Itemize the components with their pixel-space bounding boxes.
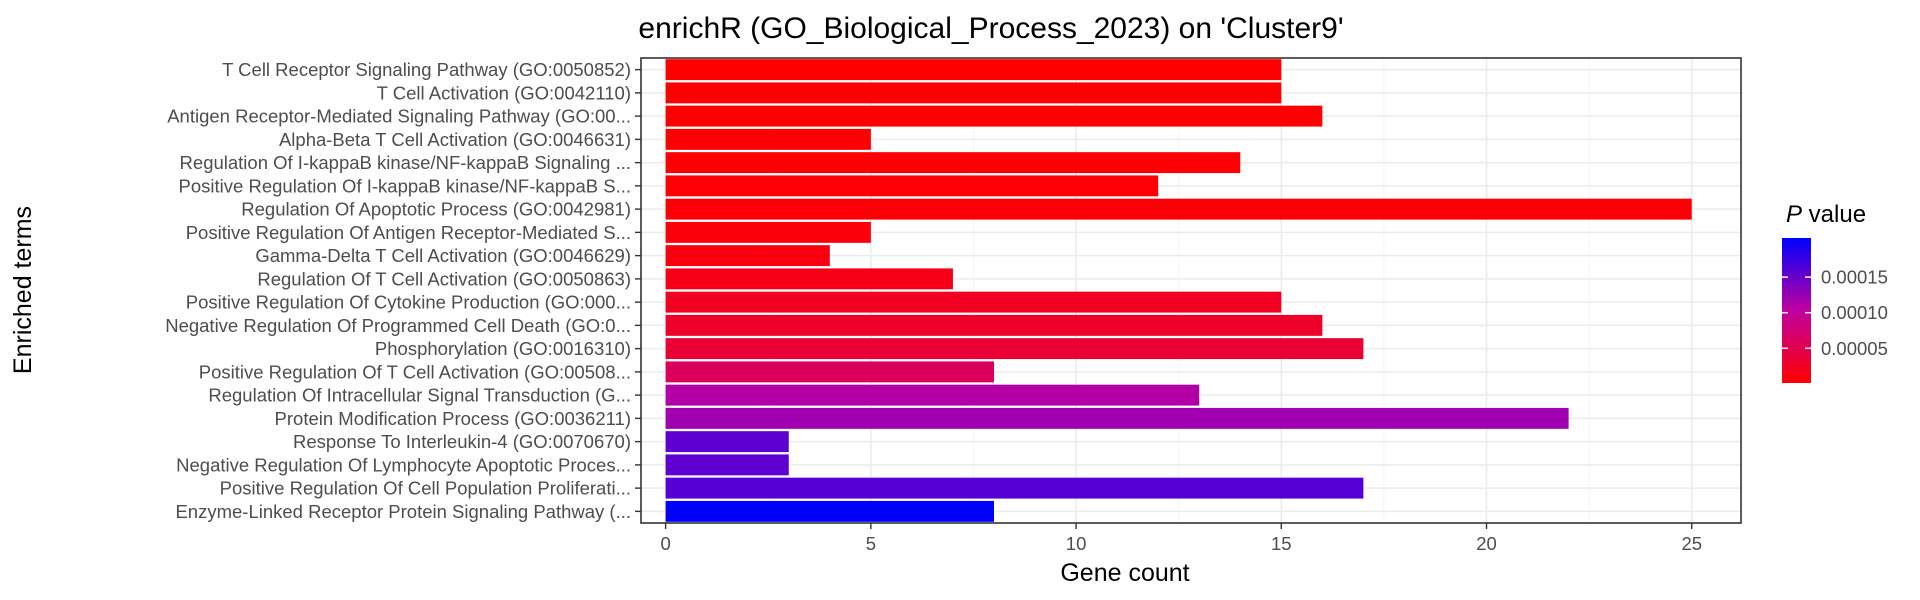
term-label: Regulation Of I-kappaB kinase/NF-kappaB … bbox=[180, 152, 631, 173]
bar bbox=[665, 314, 1323, 336]
term-label: Regulation Of Intracellular Signal Trans… bbox=[208, 385, 631, 406]
term-label: Alpha-Beta T Cell Activation (GO:0046631… bbox=[279, 129, 631, 150]
term-label: Positive Regulation Of T Cell Activation… bbox=[199, 361, 631, 382]
bar bbox=[665, 59, 1282, 81]
legend: P value 0.00005 0.00010 0.00015 bbox=[1782, 201, 1888, 383]
term-label: Positive Regulation Of I-kappaB kinase/N… bbox=[179, 175, 631, 196]
legend-tick-label: 0.00010 bbox=[1821, 302, 1888, 323]
term-label: T Cell Receptor Signaling Pathway (GO:00… bbox=[222, 59, 631, 80]
x-tick-label: 20 bbox=[1476, 533, 1497, 554]
term-label: Response To Interleukin-4 (GO:0070670) bbox=[293, 431, 631, 452]
x-tick-label: 0 bbox=[660, 533, 670, 554]
term-label: T Cell Activation (GO:0042110) bbox=[377, 82, 631, 103]
term-label: Regulation Of T Cell Activation (GO:0050… bbox=[257, 268, 631, 289]
bar bbox=[665, 128, 871, 150]
x-tick-label: 10 bbox=[1066, 533, 1087, 554]
y-axis-title: Enriched terms bbox=[9, 206, 37, 374]
term-label: Positive Regulation Of Antigen Receptor-… bbox=[186, 222, 631, 243]
legend-tick-label: 0.00005 bbox=[1821, 338, 1888, 359]
term-label: Enzyme-Linked Receptor Protein Signaling… bbox=[175, 501, 631, 522]
legend-ticks: 0.00005 0.00010 0.00015 bbox=[1782, 267, 1888, 359]
bar bbox=[665, 454, 789, 476]
legend-title-italic: P bbox=[1786, 201, 1802, 228]
legend-title: P value bbox=[1786, 201, 1866, 228]
bar bbox=[665, 407, 1569, 429]
y-axis-labels: T Cell Receptor Signaling Pathway (GO:00… bbox=[165, 59, 641, 522]
legend-colorbar bbox=[1782, 238, 1811, 383]
bar bbox=[665, 82, 1282, 104]
grid-lines bbox=[641, 58, 1741, 523]
term-label: Positive Regulation Of Cell Population P… bbox=[220, 478, 631, 499]
bar bbox=[665, 198, 1692, 220]
legend-title-rest: value bbox=[1802, 201, 1866, 228]
x-tick-label: 5 bbox=[866, 533, 876, 554]
x-axis-ticks: 0 5 10 15 20 25 bbox=[660, 523, 1702, 554]
bar bbox=[665, 500, 994, 522]
chart-title: enrichR (GO_Biological_Process_2023) on … bbox=[638, 12, 1343, 45]
bar bbox=[665, 175, 1159, 197]
bar bbox=[665, 245, 830, 267]
term-label: Negative Regulation Of Programmed Cell D… bbox=[165, 315, 631, 336]
bar bbox=[665, 268, 953, 290]
term-label: Negative Regulation Of Lymphocyte Apopto… bbox=[176, 454, 631, 475]
bars bbox=[665, 59, 1692, 522]
x-tick-label: 25 bbox=[1681, 533, 1702, 554]
term-label: Protein Modification Process (GO:0036211… bbox=[275, 408, 631, 429]
bar bbox=[665, 291, 1282, 313]
bar bbox=[665, 431, 789, 453]
term-label: Positive Regulation Of Cytokine Producti… bbox=[186, 292, 631, 313]
term-label: Gamma-Delta T Cell Activation (GO:004662… bbox=[255, 245, 631, 266]
x-axis-title: Gene count bbox=[1060, 559, 1189, 587]
term-label: Regulation Of Apoptotic Process (GO:0042… bbox=[241, 199, 631, 220]
bar bbox=[665, 384, 1200, 406]
bar bbox=[665, 477, 1364, 499]
bar bbox=[665, 338, 1364, 360]
bar bbox=[665, 152, 1241, 174]
term-label: Antigen Receptor-Mediated Signaling Path… bbox=[167, 106, 631, 127]
legend-tick-label: 0.00015 bbox=[1821, 267, 1888, 288]
bar bbox=[665, 105, 1323, 127]
term-label: Phosphorylation (GO:0016310) bbox=[375, 338, 631, 359]
plot-panel-border bbox=[640, 57, 1742, 524]
bar bbox=[665, 221, 871, 243]
x-tick-label: 15 bbox=[1271, 533, 1292, 554]
bar bbox=[665, 361, 994, 383]
